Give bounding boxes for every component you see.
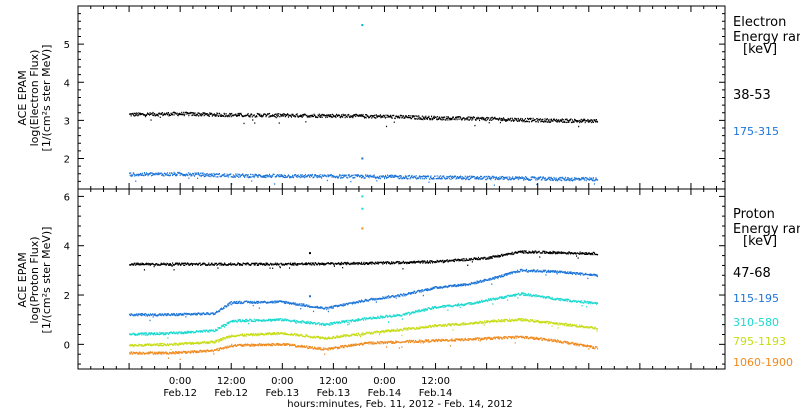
outlier-point — [361, 207, 364, 210]
x-tick-date: Feb.12 — [214, 388, 248, 399]
series-47-68 — [129, 250, 599, 271]
outlier-point — [361, 24, 364, 27]
electron-ylabel-line1: ACE EPAM — [16, 70, 29, 125]
electron-legend-subtitle: Energy range — [733, 30, 800, 45]
legend-electron-38-53: 38-53 — [733, 88, 771, 103]
series-310-580 — [129, 292, 599, 339]
electron-legend-title: Electron — [733, 15, 786, 30]
y-tick-label: 3 — [64, 116, 70, 127]
proton-legend-subtitle: Energy range — [733, 222, 800, 237]
x-tick-time: 0:00 — [373, 376, 395, 387]
series-175-315 — [129, 171, 599, 188]
outlier-point — [361, 195, 364, 198]
outlier-point — [308, 252, 311, 255]
proton-ylabel-line3: [1/(cm²s ster MeV)] — [40, 227, 53, 334]
proton-ylabel: ACE EPAM log(Proton Flux) [1/(cm²s ster … — [16, 227, 53, 334]
x-tick-date: Feb.14 — [368, 388, 402, 399]
electron-legend-unit: [keV] — [743, 42, 777, 57]
electron-series-group — [129, 24, 599, 188]
x-tick-date: Feb.13 — [266, 388, 300, 399]
proton-legend-title: Proton — [733, 207, 775, 222]
electron-ylabel: ACE EPAM log(Electron Flux) [1/(cm²s ste… — [16, 45, 53, 152]
proton-ylabel-line2: log(Proton Flux) — [28, 236, 41, 323]
electron-panel-frame — [77, 5, 726, 190]
x-tick-time: 12:00 — [421, 376, 450, 387]
x-tick-time: 0:00 — [271, 376, 293, 387]
electron-ylabel-line2: log(Electron Flux) — [28, 50, 41, 147]
proton-series-group — [129, 195, 599, 360]
x-tick-date: Feb.12 — [163, 388, 197, 399]
x-tick-time: 0:00 — [169, 376, 191, 387]
series-38-53 — [129, 111, 599, 128]
y-tick-label: 6 — [64, 192, 70, 203]
series-795-1193 — [129, 318, 599, 351]
y-tick-label: 4 — [64, 242, 70, 253]
outlier-point — [361, 157, 364, 160]
x-tick-time: 12:00 — [217, 376, 246, 387]
legend-proton-47-68: 47-68 — [733, 266, 771, 281]
outlier-point — [308, 295, 311, 298]
series-1060-1900 — [129, 335, 599, 360]
legend-proton-795-1193: 795-1193 — [733, 335, 786, 348]
axes-group: 234502460:00Feb.1212:00Feb.120:00Feb.131… — [64, 5, 725, 399]
proton-legend-unit: [keV] — [743, 234, 777, 249]
x-axis-label: hours:minutes, Feb. 11, 2012 - Feb. 14, … — [287, 399, 512, 410]
x-tick-time: 12:00 — [319, 376, 348, 387]
series-115-195 — [129, 268, 599, 322]
electron-ylabel-line3: [1/(cm²s ster MeV)] — [40, 45, 53, 152]
legend-proton-310-580: 310-580 — [733, 316, 779, 329]
y-tick-label: 2 — [64, 155, 70, 166]
y-tick-label: 5 — [64, 40, 70, 51]
x-tick-date: Feb.13 — [317, 388, 351, 399]
y-tick-label: 2 — [64, 291, 70, 302]
legend-proton-1060-1900: 1060-1900 — [733, 356, 793, 369]
x-tick-date: Feb.14 — [419, 388, 453, 399]
legend-electron-175-315: 175-315 — [733, 125, 779, 138]
proton-ylabel-line1: ACE EPAM — [16, 252, 29, 307]
proton-panel-frame — [77, 188, 726, 370]
y-tick-label: 4 — [64, 78, 70, 89]
y-tick-label: 0 — [64, 340, 70, 351]
legend-proton-115-195: 115-195 — [733, 292, 779, 305]
outlier-point — [361, 227, 364, 230]
